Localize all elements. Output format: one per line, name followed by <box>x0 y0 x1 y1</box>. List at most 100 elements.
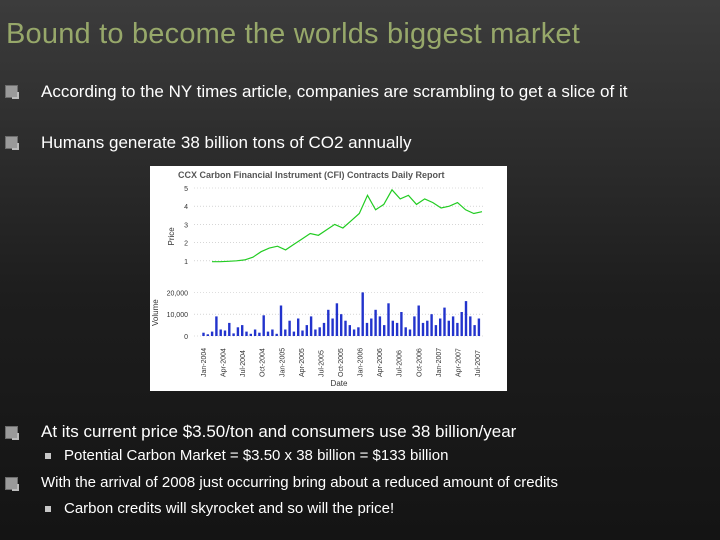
volume-bar <box>228 322 231 336</box>
volume-bar <box>404 327 407 336</box>
volume-bar <box>236 327 240 336</box>
sub-bullet-square-icon <box>45 506 51 512</box>
bullet-text: At its current price $3.50/ton and consu… <box>41 422 517 441</box>
volume-bar <box>262 315 265 336</box>
volume-bar <box>253 329 257 336</box>
x-tick-label: Apr-2004 <box>221 348 228 377</box>
price-tick-label: 1 <box>184 259 188 266</box>
volume-bar <box>314 329 317 336</box>
volume-bar <box>443 307 446 336</box>
x-tick-label: Jul-2006 <box>397 350 404 377</box>
x-tick-label: Oct-2006 <box>416 348 423 377</box>
volume-bar <box>434 325 438 336</box>
volume-bar <box>395 322 399 336</box>
bullet-checkbox-icon <box>5 426 19 440</box>
volume-bar <box>266 331 270 336</box>
x-tick-label: Oct-2005 <box>338 348 345 377</box>
x-tick-label: Oct-2004 <box>260 348 267 377</box>
volume-bar <box>275 333 278 336</box>
volume-bar <box>460 312 463 336</box>
volume-bar <box>223 330 227 336</box>
volume-tick-label: 20,000 <box>167 290 189 297</box>
volume-bar <box>413 316 416 336</box>
bullet-checkbox-icon <box>5 477 19 491</box>
volume-bar <box>464 301 468 336</box>
volume-bar <box>297 318 300 336</box>
volume-bar <box>258 332 261 336</box>
volume-bar <box>245 331 248 336</box>
bullet-text: With the arrival of 2008 just occurring … <box>41 474 558 491</box>
price-tick-label: 4 <box>184 204 188 211</box>
volume-bar <box>318 327 321 336</box>
bullet-checkbox-icon <box>5 136 19 150</box>
volume-bar <box>340 314 343 336</box>
volume-bar <box>477 318 481 336</box>
bullet-ny-times: According to the NY times article, compa… <box>0 82 720 122</box>
volume-bar <box>417 305 420 336</box>
volume-bar <box>215 316 218 336</box>
slide-title: Bound to become the worlds biggest marke… <box>6 18 581 50</box>
bullet-text: Humans generate 38 billion tons of CO2 a… <box>41 133 412 152</box>
x-tick-label: Jan-2007 <box>436 348 443 377</box>
bullet-co2: Humans generate 38 billion tons of CO2 a… <box>0 133 720 153</box>
volume-bar <box>202 332 205 336</box>
sub-bullet-text: Carbon credits will skyrocket and so wil… <box>64 500 395 517</box>
volume-bar <box>301 330 304 336</box>
volume-bar <box>232 333 235 336</box>
x-tick-label: Jul-2004 <box>240 350 247 377</box>
volume-bar <box>219 329 222 336</box>
volume-bar <box>447 320 450 336</box>
x-tick-label: Jul-2007 <box>475 350 482 377</box>
x-tick-label: Apr-2005 <box>299 348 306 377</box>
bullet-checkbox-icon <box>5 85 19 99</box>
bullet-arrival-2008: With the arrival of 2008 just occurring … <box>0 473 720 493</box>
volume-bar <box>322 322 326 336</box>
sub-bullet-skyrocket: Carbon credits will skyrocket and so wil… <box>0 500 720 518</box>
volume-bar <box>357 327 360 336</box>
volume-bar <box>327 309 330 336</box>
volume-bar <box>387 303 390 336</box>
volume-bar <box>451 316 455 336</box>
x-tick-label: Jul-2005 <box>318 350 325 377</box>
volume-bar <box>473 325 476 336</box>
volume-tick-label: 10,000 <box>167 312 189 319</box>
volume-bar <box>271 329 274 336</box>
sub-bullet-text: Potential Carbon Market = $3.50 x 38 bil… <box>64 447 449 464</box>
volume-bar <box>331 318 334 336</box>
bullet-text: According to the NY times article, compa… <box>41 82 628 101</box>
bullet-current-price: At its current price $3.50/ton and consu… <box>0 422 720 442</box>
volume-bar <box>292 331 296 336</box>
x-tick-label: Apr-2007 <box>455 348 462 377</box>
volume-bar <box>400 312 403 336</box>
volume-bar <box>421 322 425 336</box>
x-axis-label: Date <box>331 379 348 388</box>
volume-bar <box>456 322 459 336</box>
volume-bar <box>309 316 313 336</box>
volume-bar <box>365 322 369 336</box>
volume-bar <box>348 325 351 336</box>
volume-bar <box>361 292 364 336</box>
volume-bar <box>391 320 394 336</box>
chart-title: CCX Carbon Financial Instrument (CFI) Co… <box>178 170 445 180</box>
volume-bar <box>335 303 339 336</box>
volume-bar <box>378 316 382 336</box>
price-line <box>212 188 483 263</box>
volume-axis-label: Volume <box>151 299 160 326</box>
volume-bar <box>344 320 347 336</box>
x-tick-label: Jan-2004 <box>201 348 208 377</box>
volume-bar <box>426 320 429 336</box>
volume-bar <box>284 329 287 336</box>
volume-bar <box>352 329 356 336</box>
x-tick-label: Apr-2006 <box>377 348 384 377</box>
ccx-price-volume-chart: 5 4 3 2 1 Price 20,000 10,000 0 Volume Jan-2004 Apr… <box>150 166 507 391</box>
volume-bar <box>383 325 386 336</box>
volume-bar <box>469 316 472 336</box>
volume-bar <box>288 320 291 336</box>
price-axis-label: Price <box>167 227 176 246</box>
price-tick-label: 2 <box>184 241 188 248</box>
price-tick-label: 3 <box>184 222 188 229</box>
price-tick-label: 5 <box>184 186 188 193</box>
chart-svg: 5 4 3 2 1 Price 20,000 10,000 0 Volume Jan-2004 Apr… <box>151 186 484 388</box>
sub-bullet-square-icon <box>45 453 51 459</box>
volume-bar <box>305 325 308 336</box>
